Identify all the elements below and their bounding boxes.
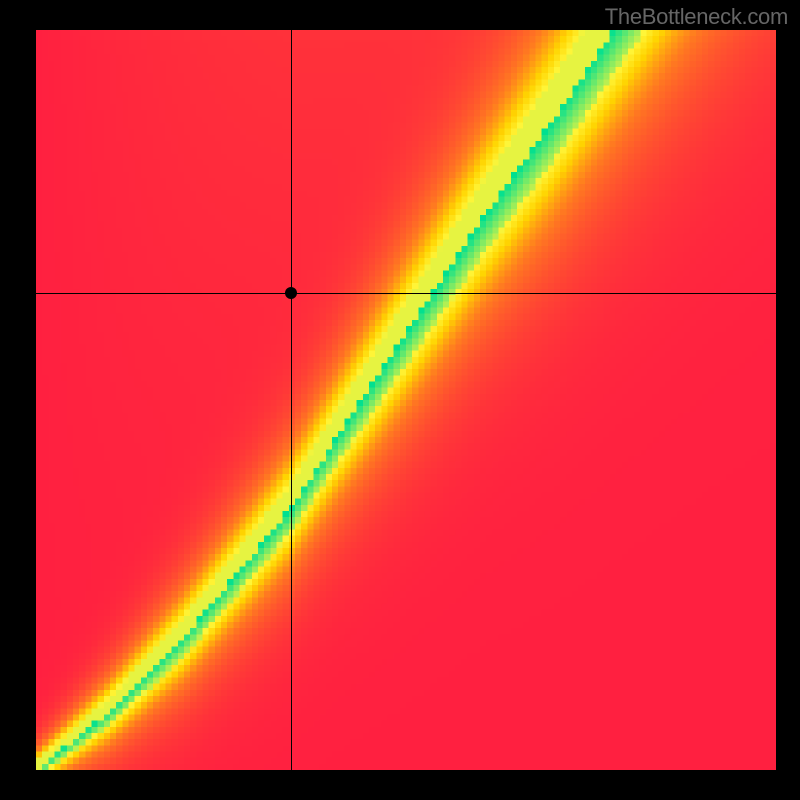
crosshair-horizontal (36, 293, 776, 294)
selected-point-marker (285, 287, 297, 299)
crosshair-vertical (291, 30, 292, 770)
bottleneck-heatmap (36, 30, 776, 770)
watermark-text: TheBottleneck.com (605, 4, 788, 30)
heatmap-canvas (36, 30, 776, 770)
